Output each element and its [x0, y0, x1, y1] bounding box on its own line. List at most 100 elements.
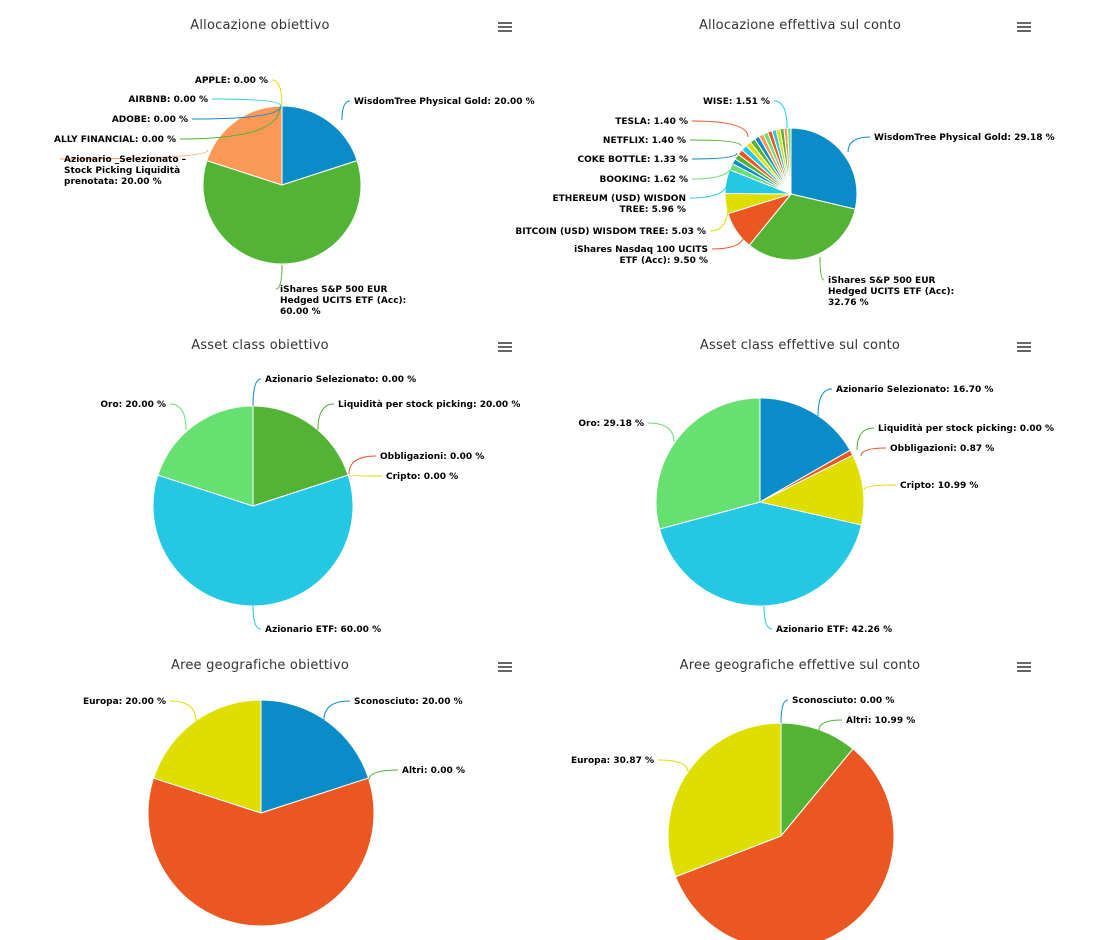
- label-connector: [819, 256, 825, 281]
- hamburger-menu-icon[interactable]: [1017, 22, 1031, 34]
- label-connector: [647, 422, 675, 443]
- pie-chart: Azionario Selezionato: 0.00 % Liquidità p…: [100, 375, 520, 635]
- slice-label: Altri: 0.00 %: [402, 766, 465, 776]
- slice-label: NETFLIX: 1.40 %: [603, 136, 686, 146]
- slice-label: Obbligazioni: 0.00 %: [380, 452, 484, 462]
- hamburger-menu-icon[interactable]: [1017, 342, 1031, 354]
- pie-slice[interactable]: [252, 405, 349, 507]
- pie-slice[interactable]: [787, 127, 792, 195]
- pie-slice[interactable]: [759, 397, 851, 503]
- label-connector: [657, 759, 689, 773]
- chart-panel-allocazione-obiettivo: Allocazione obiettivo WisdomTree Physica…: [0, 0, 540, 320]
- slice-label: Sconosciuto: 20.00 %: [354, 697, 463, 707]
- slice-label: Altri: 10.99 %: [846, 716, 915, 726]
- label-connector: [341, 100, 351, 121]
- label-connector: [348, 474, 383, 477]
- label-connector: [59, 149, 209, 160]
- pie-slice[interactable]: [206, 105, 283, 186]
- slice-label: Azionario Selezionato: 0.00 %: [265, 375, 416, 385]
- slice-label: WisdomTree Physical Gold: 29.18 %: [874, 133, 1055, 143]
- pie-slice[interactable]: [202, 159, 362, 265]
- slice-label: iShares S&P 500 EUR Hedged UCITS ETF (Acc…: [280, 285, 406, 317]
- pie-slice[interactable]: [260, 699, 370, 814]
- label-connector: [252, 378, 262, 407]
- pie-chart: Sconosciuto: 0.00 % Altri: 10.99 % Europa:…: [571, 696, 915, 940]
- label-connector: [817, 388, 833, 417]
- label-connector: [847, 136, 871, 153]
- pie-slice[interactable]: [152, 699, 262, 814]
- label-connector: [323, 700, 351, 721]
- pie-chart: Azionario Selezionato: 16.70 % Liquidità …: [578, 385, 1054, 635]
- pie-slice[interactable]: [147, 777, 375, 927]
- chart-panel-asset-class-effettive: Asset class effettive sul conto Azionari…: [540, 320, 1080, 640]
- pie-slice[interactable]: [152, 474, 354, 607]
- pie-slice[interactable]: [658, 501, 863, 607]
- label-connector: [317, 403, 335, 431]
- pie-chart: WisdomTree Physical Gold: 20.00 % iShares…: [54, 76, 535, 317]
- chart-title: Aree geografiche obiettivo: [170, 658, 350, 673]
- label-connector: [691, 162, 734, 180]
- chart-panel-aree-effettive: Aree geografiche effettive sul conto Sco…: [540, 640, 1080, 940]
- slice-label: Sconosciuto: 0.00 %: [792, 696, 894, 706]
- label-connector: [191, 105, 282, 120]
- slice-label: Oro: 29.18 %: [578, 419, 644, 429]
- label-connector: [691, 152, 738, 160]
- label-connector: [211, 98, 282, 107]
- chart-title: Asset class effettive sul conto: [699, 338, 901, 353]
- label-connector: [709, 204, 729, 232]
- hamburger-menu-icon[interactable]: [498, 342, 512, 354]
- chart-panel-aree-obiettivo: Aree geografiche obiettivo Sconosciuto: …: [0, 640, 540, 940]
- label-connector: [856, 427, 875, 451]
- label-connector: [780, 699, 789, 724]
- slice-label: BITCOIN (USD) WISDOM TREE: 5.03 %: [515, 227, 706, 237]
- label-connector: [711, 231, 746, 250]
- slice-label: AIRBNB: 0.00 %: [128, 95, 208, 105]
- label-connector: [169, 403, 187, 431]
- pie-slice[interactable]: [667, 722, 782, 878]
- label-connector: [689, 139, 742, 147]
- label-connector: [348, 455, 377, 475]
- label-connector: [691, 120, 749, 138]
- pie-slice[interactable]: [157, 405, 254, 507]
- label-connector: [179, 106, 281, 140]
- slice-label: TESLA: 1.40 %: [615, 117, 688, 127]
- slice-label: Obbligazioni: 0.87 %: [890, 444, 994, 454]
- pie-chart: WisdomTree Physical Gold: 29.18 % iShares…: [515, 97, 1055, 308]
- label-connector: [818, 719, 843, 731]
- pie-slice[interactable]: [790, 127, 858, 210]
- pie-slice[interactable]: [674, 748, 895, 940]
- slice-label: Azionario Selezionato: 16.70 %: [836, 385, 993, 395]
- label-connector: [773, 100, 788, 129]
- slice-label: Europa: 20.00 %: [83, 697, 166, 707]
- label-connector: [863, 484, 897, 491]
- slice-label: Liquidità per stock picking: 0.00 %: [878, 424, 1054, 434]
- slice-label: Azionario ETF: 42.26 %: [776, 625, 892, 635]
- slice-label: iShares S&P 500 EUR Hedged UCITS ETF (Acc…: [828, 276, 954, 308]
- slice-label: WISE: 1.51 %: [703, 97, 770, 107]
- slice-label: ADOBE: 0.00 %: [112, 115, 188, 125]
- pie-chart: Sconosciuto: 20.00 % Altri: 0.00 % Europa:…: [83, 697, 465, 927]
- slice-label: Cripto: 0.00 %: [386, 472, 458, 482]
- pie-slice[interactable]: [748, 193, 856, 261]
- label-connector: [763, 605, 773, 630]
- slice-label: COKE BOTTLE: 1.33 %: [578, 155, 688, 165]
- slice-label: WisdomTree Physical Gold: 20.00 %: [354, 97, 535, 107]
- chart-title: Asset class obiettivo: [191, 338, 329, 353]
- slice-label: BOOKING: 1.62 %: [600, 175, 689, 185]
- slice-label: Azionario ETF: 60.00 %: [265, 625, 381, 635]
- slice-label: ALLY FINANCIAL: 0.00 %: [54, 135, 176, 145]
- hamburger-menu-icon[interactable]: [498, 662, 512, 674]
- pie-slice[interactable]: [655, 397, 761, 530]
- chart-title: Allocazione obiettivo: [190, 18, 330, 33]
- label-connector: [689, 181, 728, 199]
- label-connector: [275, 264, 283, 290]
- hamburger-menu-icon[interactable]: [1017, 662, 1031, 674]
- label-connector: [368, 769, 399, 781]
- chart-panel-allocazione-effettiva: Allocazione effettiva sul conto WisdomTr…: [515, 0, 1080, 320]
- slice-label: ETHEREUM (USD) WISDON TREE: 5.96 %: [553, 194, 686, 215]
- pie-slice[interactable]: [281, 105, 358, 186]
- hamburger-menu-icon[interactable]: [498, 22, 512, 34]
- slice-label: Europa: 30.87 %: [571, 756, 654, 766]
- slice-label: Oro: 20.00 %: [100, 400, 166, 410]
- chart-title: Allocazione effettiva sul conto: [698, 18, 902, 33]
